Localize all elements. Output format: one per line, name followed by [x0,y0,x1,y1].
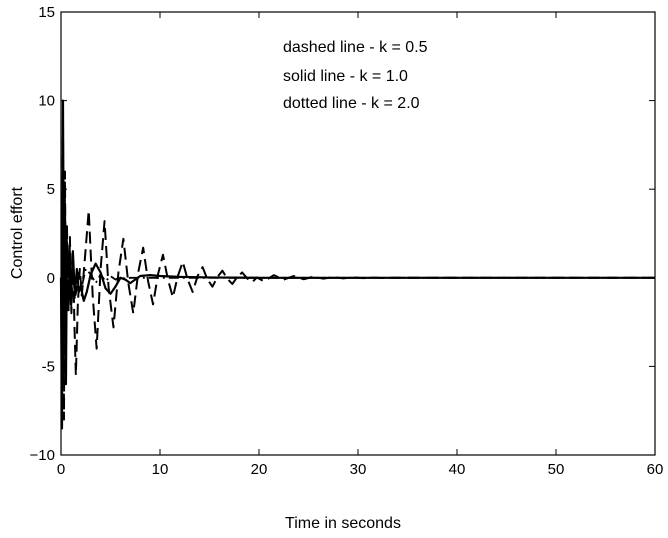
x-tick-label: 20 [251,461,268,478]
series-line-dashed [60,117,655,421]
y-tick-label: 15 [38,4,55,21]
y-axis-title: Control effort [9,186,26,279]
x-axis-title: Time in seconds [285,515,401,532]
x-tick-label: 50 [548,461,565,478]
x-tick-labels: 0 10 20 30 40 50 60 [57,461,664,478]
legend-line-dotted: dotted line - k = 2.0 [283,95,420,112]
x-tick-label: 60 [647,461,664,478]
y-tick-label: -5 [42,358,55,375]
x-tick-label: 10 [152,461,169,478]
series-line-solid [59,99,655,430]
y-tick-label: 10 [38,93,55,110]
y-tick-labels: −10 -5 0 5 10 15 [30,4,55,464]
legend-line-solid: solid line - k = 1.0 [283,68,408,85]
x-tick-label: 0 [57,461,65,478]
y-tick-label: 0 [47,270,55,287]
series-lines [59,99,655,430]
legend: dashed line - k = 0.5 solid line - k = 1… [283,39,428,112]
x-tick-label: 40 [449,461,466,478]
plot-area [59,11,656,456]
legend-line-dashed: dashed line - k = 0.5 [283,39,428,56]
y-tick-label: 5 [47,181,55,198]
x-tick-label: 30 [350,461,367,478]
series-line-dotted [60,108,655,403]
y-tick-label: −10 [30,447,55,464]
